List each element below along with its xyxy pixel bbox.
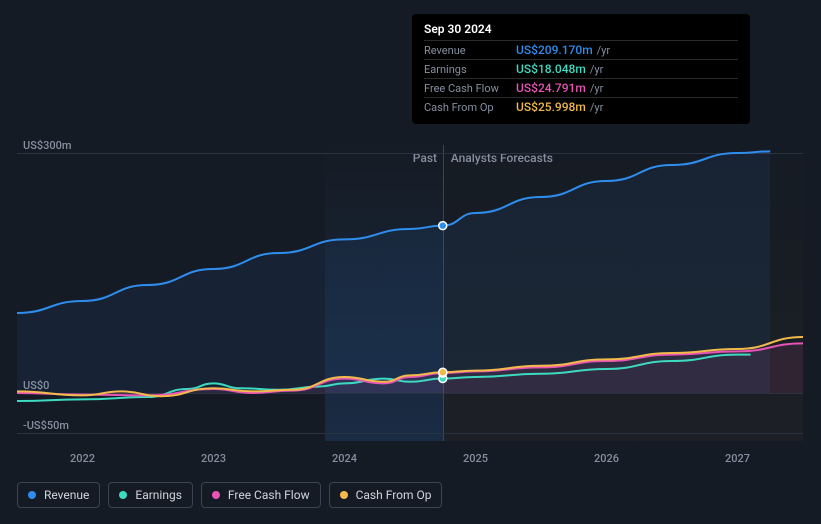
tooltip-row: Cash From OpUS$25.998m/yr: [424, 97, 738, 116]
legend-label: Earnings: [135, 488, 182, 502]
legend-item-earnings[interactable]: Earnings: [108, 482, 193, 508]
tooltip-row: RevenueUS$209.170m/yr: [424, 40, 738, 59]
legend-label: Cash From Op: [356, 488, 432, 502]
x-axis-label: 2025: [463, 452, 488, 465]
legend-item-cfo[interactable]: Cash From Op: [329, 482, 443, 508]
tooltip-metric-unit: /yr: [590, 101, 603, 114]
x-axis-label: 2023: [201, 452, 226, 465]
x-axis-label: 2027: [725, 452, 750, 465]
legend-dot-icon: [28, 491, 36, 499]
tooltip-metric-unit: /yr: [590, 82, 603, 95]
tooltip-metric-label: Free Cash Flow: [424, 82, 516, 95]
revenue-marker: [439, 222, 447, 230]
y-axis-label: US$0: [23, 379, 49, 392]
tooltip-metric-value: US$209.170m: [516, 43, 593, 57]
x-axis-label: 2022: [70, 452, 95, 465]
tooltip-metric-label: Cash From Op: [424, 101, 516, 114]
legend-item-fcf[interactable]: Free Cash Flow: [201, 482, 321, 508]
legend-label: Free Cash Flow: [228, 488, 310, 502]
tooltip-metric-unit: /yr: [597, 44, 610, 57]
financial-chart: Past Analysts Forecasts -US$50mUS$0US$30…: [0, 0, 821, 524]
tooltip-metric-label: Earnings: [424, 63, 516, 76]
chart-legend: Revenue Earnings Free Cash Flow Cash From O…: [17, 482, 442, 508]
tooltip-row: Free Cash FlowUS$24.791m/yr: [424, 78, 738, 97]
cfo-marker: [439, 368, 447, 376]
tooltip-metric-label: Revenue: [424, 44, 516, 57]
tooltip-metric-value: US$18.048m: [516, 62, 586, 76]
tooltip-date: Sep 30 2024: [424, 22, 738, 36]
x-axis-label: 2024: [332, 452, 357, 465]
legend-dot-icon: [340, 491, 348, 499]
y-axis-label: -US$50m: [23, 419, 69, 432]
x-axis-label: 2026: [594, 452, 619, 465]
legend-dot-icon: [212, 491, 220, 499]
legend-dot-icon: [119, 491, 127, 499]
legend-item-revenue[interactable]: Revenue: [17, 482, 100, 508]
tooltip-metric-value: US$24.791m: [516, 81, 586, 95]
chart-tooltip: Sep 30 2024 RevenueUS$209.170m/yrEarning…: [412, 14, 750, 124]
chart-lines: [17, 145, 803, 441]
tooltip-row: EarningsUS$18.048m/yr: [424, 59, 738, 78]
tooltip-metric-unit: /yr: [590, 63, 603, 76]
x-axis-labels: 2022 2023 2024 2025 2026 2027: [17, 452, 803, 472]
y-axis-label: US$300m: [23, 139, 71, 152]
tooltip-metric-value: US$25.998m: [516, 100, 586, 114]
legend-label: Revenue: [44, 488, 89, 502]
